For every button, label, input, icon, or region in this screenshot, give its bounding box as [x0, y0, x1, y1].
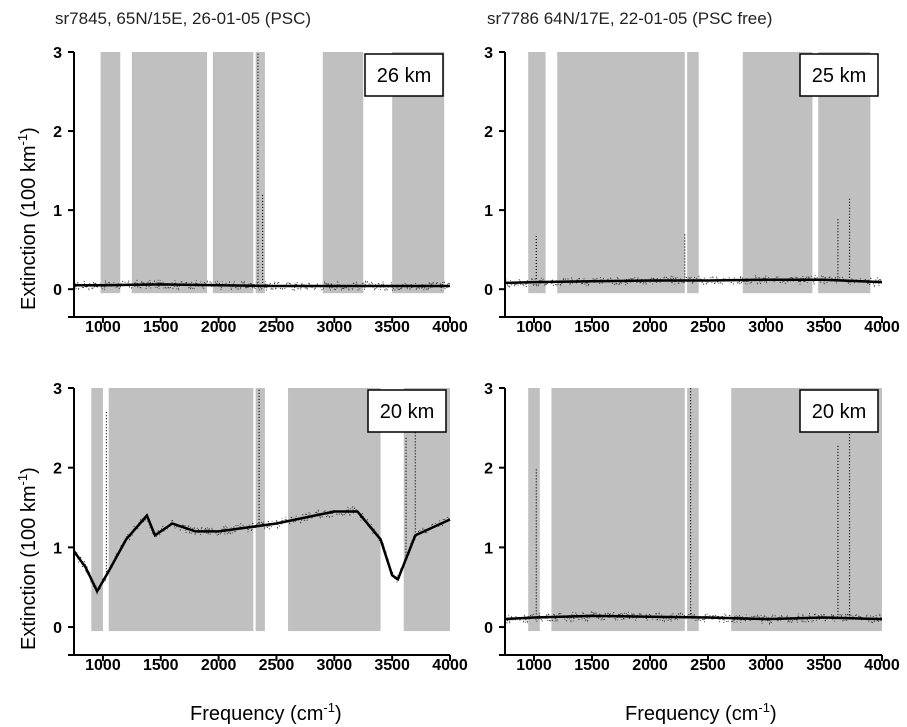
x-tick-label: 2500	[259, 319, 295, 336]
fit-curve	[74, 283, 450, 288]
x-tick-label: 2000	[632, 657, 668, 674]
y-tick-label: 0	[484, 620, 493, 637]
gray-band	[255, 388, 265, 632]
altitude-box	[364, 53, 444, 97]
y-tick-label: 2	[53, 461, 62, 478]
x-tick-label: 3000	[748, 657, 784, 674]
x-tick-label: 4000	[864, 657, 900, 674]
xlabel-text: Frequency (cm	[625, 703, 758, 725]
gray-band	[91, 388, 103, 632]
x-tick-label: 1500	[143, 657, 179, 674]
xlabel-close: )	[770, 703, 777, 725]
ylabel-text: Extinction (100 km	[18, 485, 40, 650]
gray-band	[212, 52, 254, 294]
y-tick-label: 0	[484, 282, 493, 299]
gray-band	[288, 388, 381, 632]
x-tick-label: 2500	[690, 657, 726, 674]
y-tick-label: 3	[484, 45, 493, 62]
panel-2: 0 1 2 3 1000 1500 2000 2500 3000 3500 4000 20 km	[53, 381, 468, 674]
measured-series	[504, 273, 883, 289]
panel-title-top-right: sr7786 64N/17E, 22-01-05 (PSC free)	[487, 9, 772, 28]
altitude-box	[799, 389, 879, 433]
panel-3: 0 1 2 3 1000 1500 2000 2500 3000 3500 4000 20 km	[484, 381, 900, 674]
fit-curve	[504, 614, 883, 621]
x-tick-label: 3500	[374, 657, 410, 674]
x-tick-label: 3500	[374, 319, 410, 336]
x-tick-label: 1500	[574, 319, 610, 336]
ylabel-close: )	[18, 127, 40, 134]
x-tick-label: 1000	[516, 657, 552, 674]
x-tick-label: 2500	[259, 657, 295, 674]
x-tick-label: 3000	[317, 657, 353, 674]
x-tick-label: 1500	[143, 319, 179, 336]
ylabel-close: )	[18, 467, 40, 474]
panels: 0 1 2 3 1000 1500 2000 2500 3000 3500 4000 26 km 0 1 2…	[53, 45, 900, 674]
ylabel-sup: -1	[15, 134, 30, 146]
y-tick-label: 1	[484, 540, 493, 557]
measured-series	[73, 278, 451, 293]
x-tick-label: 1000	[516, 319, 552, 336]
x-tick-label: 4000	[432, 319, 468, 336]
x-tick-label: 3500	[806, 657, 842, 674]
altitude-label: 20 km	[812, 401, 866, 423]
ylabel-sup: -1	[15, 474, 30, 486]
x-tick-label: 3500	[806, 319, 842, 336]
x-tick-label: 2000	[201, 657, 237, 674]
x-tick-label: 1000	[85, 657, 121, 674]
y-tick-label: 3	[53, 45, 62, 62]
gray-band	[687, 52, 699, 294]
altitude-label: 20 km	[380, 401, 434, 423]
gray-band	[131, 52, 208, 294]
xlabel-right: Frequency (cm-1)	[625, 700, 777, 725]
gray-band	[322, 52, 364, 294]
x-tick-label: 4000	[864, 319, 900, 336]
xlabel-sup: -1	[758, 700, 770, 715]
altitude-box	[799, 53, 879, 97]
fit-curve	[504, 278, 883, 285]
ylabel-bottom: Extinction (100 km-1)	[15, 467, 40, 650]
xlabel-left: Frequency (cm-1)	[190, 700, 342, 725]
y-tick-label: 0	[53, 620, 62, 637]
gray-band	[100, 52, 121, 294]
y-tick-label: 2	[484, 461, 493, 478]
y-tick-label: 1	[53, 540, 62, 557]
x-tick-label: 3000	[317, 319, 353, 336]
y-tick-label: 2	[484, 124, 493, 141]
gray-band	[557, 52, 685, 294]
altitude-box	[367, 389, 447, 433]
x-tick-label: 2000	[632, 319, 668, 336]
x-tick-label: 2500	[690, 319, 726, 336]
xlabel-sup: -1	[323, 700, 335, 715]
gray-band	[255, 52, 265, 294]
xlabel-close: )	[335, 703, 342, 725]
x-tick-label: 3000	[748, 319, 784, 336]
panel-1: 0 1 2 3 1000 1500 2000 2500 3000 3500 4000 25 km	[484, 45, 900, 336]
x-tick-label: 2000	[201, 319, 237, 336]
gray-band	[108, 388, 254, 632]
x-tick-label: 4000	[432, 657, 468, 674]
x-tick-label: 1000	[85, 319, 121, 336]
y-tick-label: 1	[53, 203, 62, 220]
x-tick-label: 1500	[574, 657, 610, 674]
y-tick-label: 0	[53, 282, 62, 299]
y-tick-label: 1	[484, 203, 493, 220]
gray-band	[528, 388, 540, 632]
ylabel-top: Extinction (100 km-1)	[15, 127, 40, 310]
gray-band	[551, 388, 685, 632]
ylabel-text: Extinction (100 km	[18, 145, 40, 310]
y-tick-label: 3	[53, 381, 62, 398]
y-tick-label: 3	[484, 381, 493, 398]
gray-band	[687, 388, 699, 632]
altitude-label: 26 km	[377, 65, 431, 87]
xlabel-text: Frequency (cm	[190, 703, 323, 725]
gray-band	[528, 52, 546, 294]
panel-0: 0 1 2 3 1000 1500 2000 2500 3000 3500 4000 26 km	[53, 45, 468, 336]
y-tick-label: 2	[53, 124, 62, 141]
altitude-label: 25 km	[812, 65, 866, 87]
fit-curve	[72, 510, 451, 594]
panel-title-top-left: sr7845, 65N/15E, 26-01-05 (PSC)	[55, 9, 311, 28]
